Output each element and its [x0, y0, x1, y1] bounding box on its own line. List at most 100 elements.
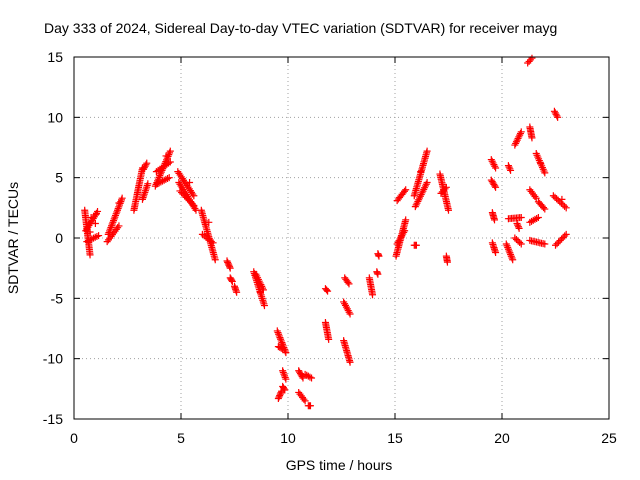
- y-axis-label: SDTVAR / TECUs: [5, 182, 21, 294]
- y-tick-label: -15: [43, 411, 63, 427]
- data-point: [306, 373, 314, 381]
- plot-frame: [73, 56, 610, 420]
- data-point: [422, 180, 430, 188]
- x-tick-label: 10: [280, 430, 296, 446]
- data-point: [491, 162, 499, 170]
- data-point: [110, 215, 118, 223]
- data-point: [537, 159, 545, 167]
- data-point: [209, 239, 217, 247]
- data-point: [413, 199, 421, 207]
- data-point: [562, 204, 570, 212]
- data-point: [487, 156, 495, 164]
- data-point: [308, 374, 316, 382]
- data-point: [114, 205, 122, 213]
- data-point: [541, 240, 549, 248]
- data-point: [553, 195, 561, 203]
- data-point: [278, 339, 286, 347]
- data-point: [87, 213, 95, 221]
- data-point: [114, 206, 122, 214]
- data-point: [441, 185, 449, 193]
- y-tick-label: -10: [43, 351, 63, 367]
- data-point: [112, 210, 120, 218]
- data-point: [541, 205, 549, 213]
- data-point: [153, 180, 161, 188]
- data-point: [507, 166, 515, 174]
- data-point: [374, 270, 382, 278]
- data-point: [273, 327, 281, 335]
- y-tick-label: -5: [51, 290, 64, 306]
- data-point: [344, 278, 352, 286]
- data-point: [512, 138, 520, 146]
- data-point: [556, 237, 564, 245]
- data-point: [506, 165, 514, 173]
- data-point: [111, 213, 119, 221]
- data-point: [416, 192, 424, 200]
- data-point: [143, 159, 151, 167]
- data-point: [162, 152, 170, 160]
- data-point: [561, 202, 569, 210]
- data-point: [513, 136, 521, 144]
- data-point: [421, 182, 429, 190]
- data-point: [552, 110, 560, 118]
- data-point: [113, 208, 121, 216]
- data-point: [155, 179, 163, 187]
- data-point: [554, 196, 562, 204]
- data-point: [306, 402, 314, 410]
- data-point: [187, 198, 195, 206]
- data-point: [445, 206, 452, 214]
- data-point: [411, 203, 419, 211]
- data-point: [144, 180, 152, 188]
- y-tick-label: 5: [55, 170, 63, 186]
- data-point: [531, 192, 539, 200]
- data-point: [551, 109, 559, 117]
- data-point: [211, 256, 219, 264]
- data-point: [300, 395, 308, 403]
- data-point: [559, 233, 567, 241]
- data-point: [412, 201, 420, 209]
- data-point: [86, 251, 94, 259]
- data-point: [182, 193, 190, 201]
- data-point: [279, 367, 287, 375]
- data-point: [540, 204, 548, 212]
- data-point: [260, 302, 268, 310]
- data-point: [185, 197, 193, 205]
- data-point: [541, 169, 549, 177]
- data-point: [280, 370, 288, 378]
- data-point: [488, 157, 496, 165]
- x-tick-label: 25: [601, 430, 617, 446]
- data-point: [558, 235, 566, 243]
- data-point: [418, 189, 426, 197]
- data-point: [157, 178, 165, 186]
- data-point: [108, 222, 116, 230]
- data-point: [490, 161, 498, 169]
- data-point: [86, 236, 94, 244]
- data-point: [561, 232, 569, 240]
- data-point: [91, 220, 99, 228]
- data-point: [162, 175, 170, 183]
- data-point: [514, 134, 522, 142]
- data-point: [423, 147, 431, 155]
- y-tick-label: 0: [55, 230, 63, 246]
- data-point: [282, 375, 290, 383]
- data-point: [140, 164, 148, 172]
- axes: 0 5 10 15 20 25 -15 -10 -5 0 5 10 15: [43, 49, 617, 446]
- data-point: [280, 385, 288, 393]
- data-point: [511, 141, 519, 149]
- data-point: [112, 211, 120, 219]
- data-point: [299, 374, 307, 382]
- data-point: [515, 224, 523, 232]
- data-point: [417, 168, 425, 176]
- data-point: [226, 264, 234, 272]
- data-point: [160, 176, 168, 184]
- data-point: [492, 164, 500, 172]
- data-point: [88, 235, 96, 243]
- data-point: [511, 234, 519, 242]
- chart-title: Day 333 of 2024, Sidereal Day-to-day VTE…: [44, 20, 557, 36]
- data-point: [551, 193, 559, 201]
- data-point: [323, 286, 331, 294]
- data-point: [281, 386, 289, 394]
- data-point: [553, 112, 561, 120]
- data-point: [562, 230, 570, 238]
- data-point: [514, 221, 522, 229]
- data-point: [402, 216, 410, 224]
